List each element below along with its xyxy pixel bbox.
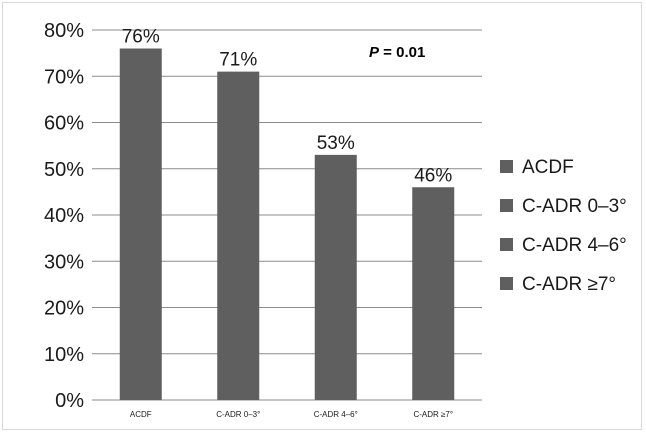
- bars: [119, 48, 455, 400]
- y-axis-ticks: 0% 10% 20% 30% 40% 50% 60% 70% 80%: [44, 20, 84, 412]
- y-tick-label: 40%: [44, 205, 84, 227]
- x-category-label: ACDF: [130, 410, 152, 419]
- y-tick-label: 70%: [44, 66, 84, 88]
- legend-swatch: [500, 238, 513, 251]
- y-tick-label: 0%: [55, 390, 84, 412]
- y-tick-label: 30%: [44, 251, 84, 273]
- y-tick-label: 60%: [44, 113, 84, 135]
- data-label: 76%: [122, 27, 160, 48]
- p-value-text: = 0.01: [379, 44, 425, 61]
- legend-label: C-ADR 4–6°: [522, 235, 627, 256]
- bar: [412, 187, 455, 400]
- data-label: 46%: [414, 165, 452, 186]
- y-tick-label: 50%: [44, 159, 84, 181]
- legend-label: C-ADR ≥7°: [522, 274, 616, 295]
- p-value-annotation: P = 0.01: [369, 44, 425, 61]
- y-tick-label: 10%: [44, 344, 84, 366]
- y-tick-label: 80%: [44, 20, 84, 42]
- x-category-label: C-ADR 0–3°: [216, 410, 260, 419]
- legend-label: C-ADR 0–3°: [522, 196, 627, 217]
- data-label: 53%: [317, 133, 355, 154]
- legend: ACDF C-ADR 0–3° C-ADR 4–6° C-ADR ≥7°: [500, 157, 627, 295]
- legend-swatch: [500, 199, 513, 212]
- bar: [314, 154, 357, 400]
- legend-swatch: [500, 277, 513, 290]
- bar: [217, 71, 260, 400]
- legend-swatch: [500, 160, 513, 173]
- p-value-symbol: P: [369, 44, 380, 61]
- data-label: 71%: [219, 50, 257, 71]
- bar: [119, 48, 162, 400]
- x-category-label: C-ADR 4–6°: [314, 410, 358, 419]
- legend-label: ACDF: [522, 157, 574, 178]
- data-labels: 76% 71% 53% 46%: [122, 27, 453, 187]
- x-axis-categories: ACDF C-ADR 0–3° C-ADR 4–6° C-ADR ≥7°: [130, 410, 453, 419]
- x-category-label: C-ADR ≥7°: [413, 410, 453, 419]
- y-tick-label: 20%: [44, 298, 84, 320]
